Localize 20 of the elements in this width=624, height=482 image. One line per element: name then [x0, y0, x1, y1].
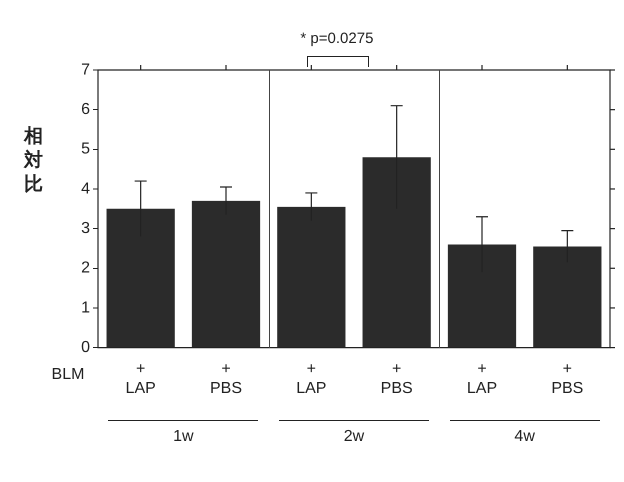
x-tick-label: + PBS — [210, 360, 242, 397]
y-axis-title: 相対比 — [24, 124, 43, 196]
text: 4w — [514, 428, 535, 446]
x-tick-label: + LAP — [296, 360, 326, 397]
y-tick-label: 3 — [81, 220, 90, 238]
x-tick-label: + PBS — [380, 360, 413, 397]
y-tick-label: 6 — [81, 101, 90, 118]
y-tick-label: 4 — [81, 180, 90, 198]
y-tick-label: 2 — [81, 260, 90, 277]
text: 1w — [173, 428, 194, 446]
text: * p=0.0275 — [300, 30, 374, 47]
x-tick-label: + PBS — [551, 360, 584, 397]
text: 2w — [344, 428, 364, 446]
y-tick-label: 5 — [81, 140, 90, 158]
y-tick-label: 7 — [81, 61, 90, 78]
y-tick-label: 1 — [81, 299, 90, 316]
text: BLM — [52, 366, 84, 384]
x-tick-label: + LAP — [466, 360, 498, 397]
y-tick-label: 0 — [81, 339, 90, 356]
x-tick-label: + LAP — [126, 360, 156, 397]
